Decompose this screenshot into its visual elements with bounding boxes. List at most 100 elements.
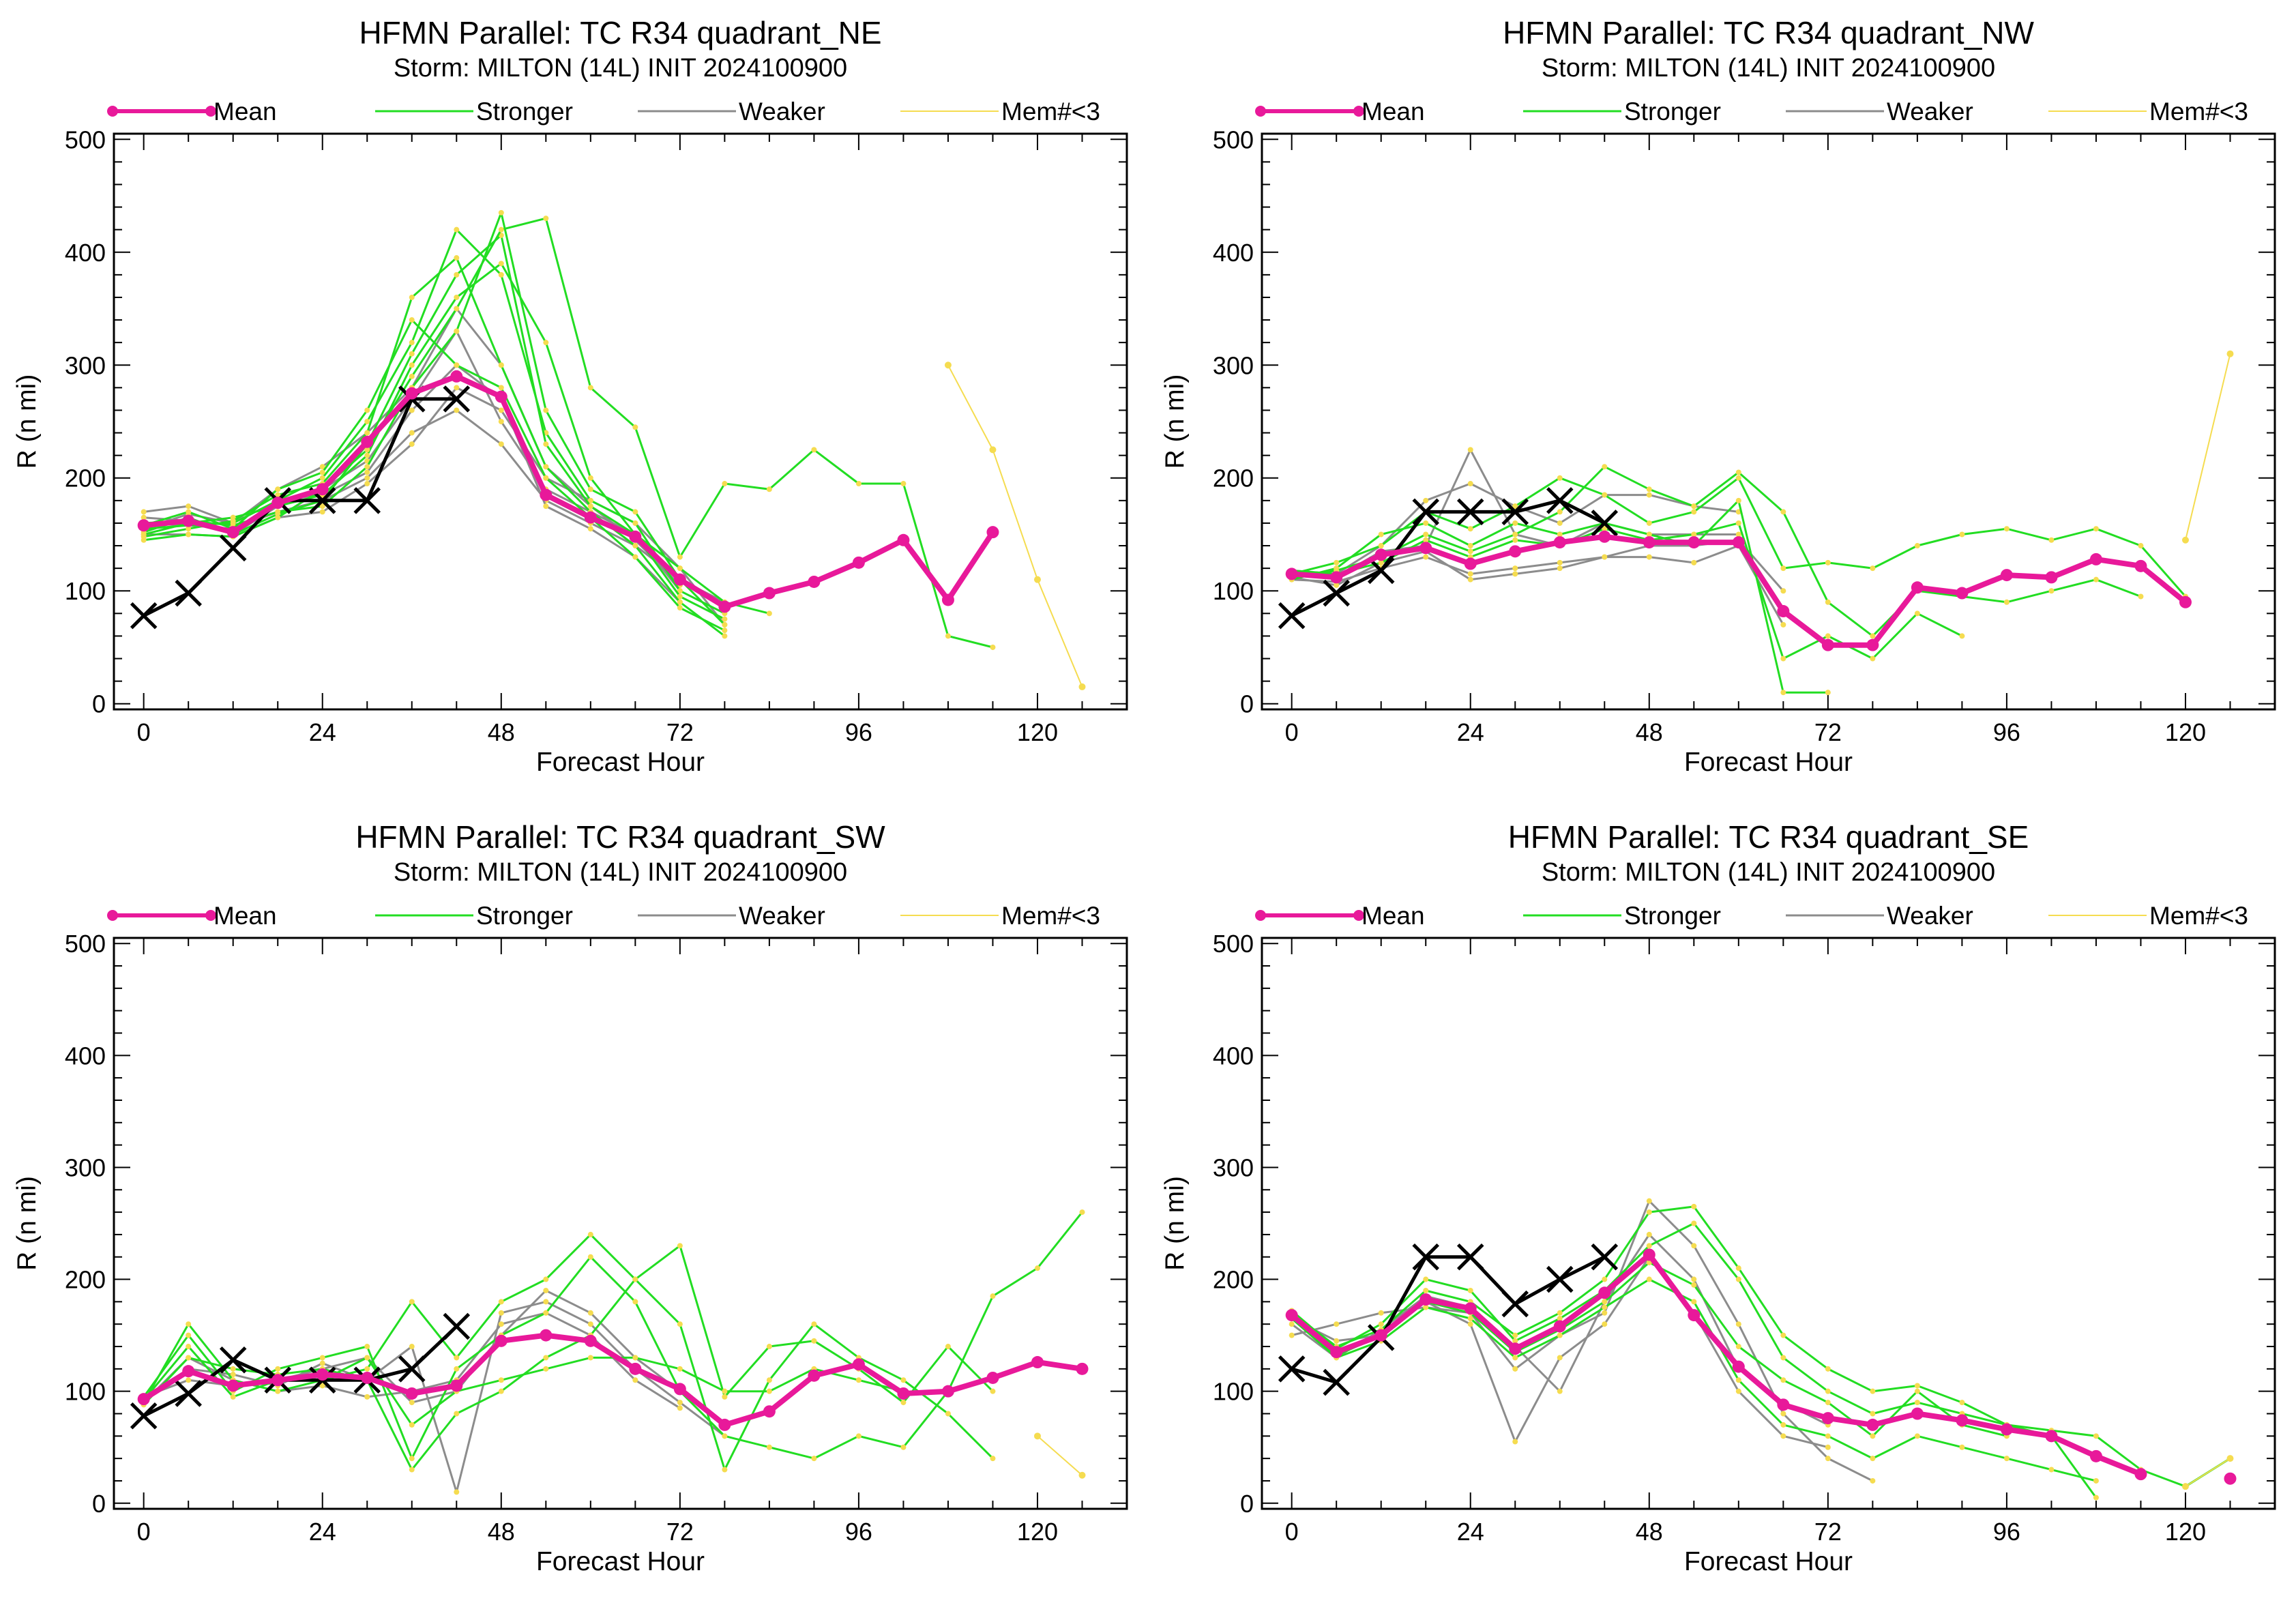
few-members-line-point bbox=[944, 362, 952, 369]
stronger-member-line-point bbox=[587, 486, 593, 492]
mean-line-point bbox=[1911, 581, 1924, 594]
weaker-member-line-point bbox=[587, 1310, 593, 1316]
best-track-marker bbox=[1323, 579, 1350, 607]
stronger-member-line bbox=[1291, 1261, 2007, 1437]
legend-marker-mean bbox=[1255, 910, 1266, 921]
best-track-marker-stroke bbox=[1591, 510, 1619, 537]
few-members-line-point bbox=[1078, 1471, 1086, 1479]
stronger-member-line-point bbox=[1735, 497, 1741, 503]
stronger-member-line-point bbox=[1914, 1400, 1920, 1406]
stronger-member-line-point bbox=[186, 1321, 192, 1327]
stronger-member-line-point bbox=[900, 1377, 907, 1383]
stronger-member-line-point bbox=[632, 1299, 638, 1305]
best-track-marker bbox=[443, 385, 471, 413]
x-tick-label: 96 bbox=[845, 1518, 872, 1546]
mean-line-point bbox=[361, 1371, 374, 1384]
x-tick-label: 0 bbox=[137, 1518, 151, 1546]
stronger-member-line-point bbox=[141, 537, 147, 543]
chart-panel-2: HFMN Parallel: TC R34 quadrant_SW Storm: … bbox=[12, 819, 1128, 1576]
weaker-member-line-point bbox=[1557, 565, 1563, 572]
best-track-marker-stroke bbox=[1278, 602, 1306, 630]
stronger-member-line-point bbox=[1780, 1422, 1786, 1428]
stronger-member-line-point bbox=[1825, 633, 1831, 639]
weaker-member-line-point bbox=[1289, 1332, 1295, 1338]
legend-label-stronger: Stronger bbox=[1624, 902, 1721, 930]
stronger-member-line-point bbox=[186, 509, 192, 515]
stronger-member-line-point bbox=[498, 209, 504, 216]
mean-line-point bbox=[897, 1387, 910, 1400]
stronger-member-line bbox=[143, 234, 726, 620]
mean-line-point bbox=[1419, 1293, 1432, 1306]
y-tick-label: 500 bbox=[65, 126, 106, 153]
stronger-member-line-point bbox=[1825, 1400, 1831, 1406]
mean-line-point bbox=[1732, 536, 1745, 549]
legend-marker-mean bbox=[205, 106, 216, 117]
stronger-member-line-point bbox=[1602, 1276, 1608, 1282]
mean-line-point bbox=[897, 533, 910, 546]
mean-line-point bbox=[1866, 1418, 1879, 1431]
stronger-member-line bbox=[1291, 1222, 2098, 1499]
weaker-member-line-point bbox=[319, 509, 325, 515]
stronger-member-line-point bbox=[722, 1388, 728, 1394]
mean-line-point bbox=[271, 1374, 284, 1387]
legend: Mean Stronger Weaker Mem#<3 bbox=[107, 98, 1100, 126]
few-members-line-point bbox=[2181, 536, 2189, 544]
weaker-member-line-point bbox=[1467, 576, 1473, 583]
y-tick-label: 100 bbox=[65, 577, 106, 605]
stronger-member-line-point bbox=[1467, 1287, 1473, 1293]
stronger-member-line-point bbox=[409, 1456, 415, 1462]
plot-frame: 0 24 48 72 96 120 0 100 200 300 400 500 Forecast Hou… bbox=[12, 930, 1128, 1576]
stronger-member-line-point bbox=[186, 526, 192, 532]
stronger-member-line-point bbox=[1914, 1433, 1920, 1439]
mean-line-point bbox=[1509, 545, 1522, 558]
stronger-member-line-point bbox=[275, 1366, 281, 1372]
mean-line-point bbox=[1688, 1309, 1701, 1322]
stronger-member-line bbox=[143, 211, 726, 625]
stronger-member-line-point bbox=[1914, 543, 1920, 549]
chart-subtitle: Storm: MILTON (14L) INIT 2024100900 bbox=[1542, 54, 1995, 83]
mean-line-point bbox=[2179, 595, 2192, 608]
stronger-member-line-point bbox=[1467, 548, 1473, 555]
stronger-member-line-point bbox=[2048, 588, 2055, 594]
stronger-member-line-point bbox=[1825, 559, 1831, 565]
stronger-member-line-point bbox=[900, 1444, 907, 1450]
stronger-member-line-point bbox=[632, 509, 638, 515]
best-track-marker bbox=[1591, 510, 1619, 537]
stronger-member-line-point bbox=[1467, 543, 1473, 549]
x-tick-label: 72 bbox=[1814, 718, 1842, 746]
y-tick-label: 0 bbox=[1240, 690, 1254, 718]
few-members-line-point bbox=[1033, 576, 1041, 583]
stronger-member-line-point bbox=[766, 1444, 772, 1450]
weaker-member-line-point bbox=[1735, 1388, 1741, 1394]
stronger-member-line-point bbox=[409, 294, 415, 300]
stronger-member-line-point bbox=[587, 475, 593, 481]
stronger-member-line-point bbox=[1735, 475, 1741, 481]
legend-marker-mean bbox=[107, 106, 118, 117]
stronger-member-line-point bbox=[1825, 1366, 1831, 1372]
weaker-member-line-point bbox=[1646, 492, 1652, 498]
stronger-member-line-point bbox=[454, 1355, 460, 1361]
y-axis-label: R (n mi) bbox=[1160, 1176, 1190, 1271]
stronger-member-line-point bbox=[1691, 1299, 1697, 1305]
stronger-member-line-point bbox=[364, 1344, 370, 1350]
stronger-member-line-point bbox=[2093, 576, 2099, 583]
x-tick-label: 96 bbox=[845, 718, 872, 746]
stronger-member-line-point bbox=[409, 1299, 415, 1305]
legend-label-stronger: Stronger bbox=[476, 98, 573, 126]
stronger-member-line-point bbox=[1780, 656, 1786, 662]
stronger-member-line-point bbox=[1512, 503, 1518, 510]
best-track-marker bbox=[219, 534, 247, 562]
weaker-member-line-point bbox=[364, 1394, 370, 1400]
stronger-member-line-point bbox=[543, 216, 549, 222]
x-tick-label: 120 bbox=[2165, 718, 2206, 746]
stronger-member-line bbox=[1291, 1205, 2231, 1488]
weaker-member-line-point bbox=[1334, 1338, 1340, 1344]
y-tick-label: 200 bbox=[1213, 465, 1254, 492]
stronger-member-line-point bbox=[1646, 1209, 1652, 1216]
stronger-member-line-point bbox=[275, 514, 281, 520]
chart-title: HFMN Parallel: TC R34 quadrant_NW bbox=[1503, 15, 2034, 50]
stronger-member-line-point bbox=[409, 317, 415, 323]
stronger-member-line-point bbox=[1512, 531, 1518, 538]
stronger-member-line-point bbox=[1423, 1276, 1429, 1282]
